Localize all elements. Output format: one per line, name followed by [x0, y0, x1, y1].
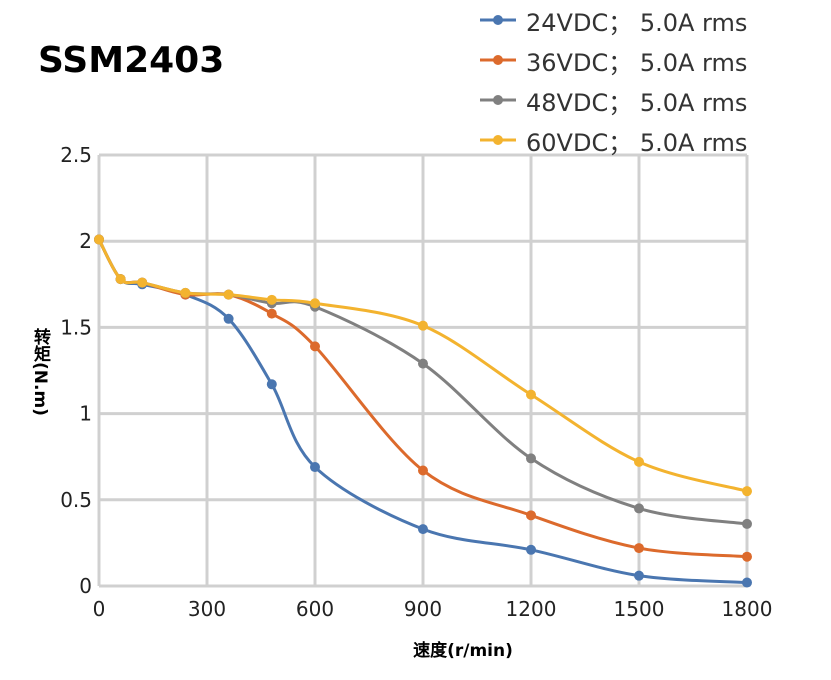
y-tick-label: 0 [79, 574, 92, 598]
chart-title: SSM2403 [38, 40, 225, 81]
data-point [634, 570, 644, 581]
y-tick-label: 1 [79, 402, 92, 426]
data-point [266, 308, 277, 319]
data-point [742, 577, 752, 588]
x-tick-label: 1500 [614, 597, 665, 621]
legend: 24VDC； 5.0A rms 36VDC； 5.0A rms 48VDC； 5.0… [478, 0, 747, 160]
data-point [418, 524, 428, 535]
y-axis-label: 转矩(N.m) [30, 328, 50, 416]
y-tick-label: 1.5 [60, 315, 92, 339]
y-tick-label: 0.5 [60, 488, 92, 512]
data-point [526, 389, 536, 400]
x-tick-label: 1800 [722, 597, 773, 621]
data-point [526, 453, 536, 464]
data-point [742, 518, 752, 529]
legend-label: 24VDC； 5.0A rms [526, 8, 748, 37]
legend-item: 60VDC； 5.0A rms [478, 120, 747, 160]
data-point [634, 543, 644, 554]
data-point [310, 462, 320, 473]
data-point [94, 234, 104, 245]
data-point [223, 289, 234, 300]
legend-label: 36VDC； 5.0A rms [526, 48, 748, 77]
x-tick-label: 600 [296, 597, 334, 621]
x-tick-label: 900 [404, 597, 442, 621]
y-tick-label: 2 [79, 229, 92, 253]
data-point [266, 294, 277, 305]
legend-marker [480, 135, 516, 145]
legend-label: 48VDC； 5.0A rms [526, 88, 748, 117]
legend-marker [480, 95, 516, 105]
data-point [526, 544, 536, 555]
x-axis-label: 速度(r/min) [413, 641, 513, 661]
data-point [526, 510, 536, 521]
data-point [418, 358, 428, 369]
x-tick-label: 1200 [506, 597, 557, 621]
data-point [310, 298, 320, 309]
data-point [742, 551, 752, 562]
data-point [180, 287, 191, 298]
data-point [137, 277, 148, 288]
legend-marker [480, 55, 516, 65]
x-tick-label: 300 [188, 597, 226, 621]
data-point [266, 379, 277, 390]
y-tick-label: 2.5 [60, 143, 92, 167]
data-point [418, 320, 428, 331]
data-point [310, 341, 320, 352]
x-tick-label: 0 [93, 597, 106, 621]
legend-label: 60VDC； 5.0A rms [526, 128, 748, 157]
legend-item: 24VDC； 5.0A rms [478, 0, 747, 40]
data-point [742, 486, 752, 497]
data-point [115, 274, 126, 285]
legend-marker [480, 15, 516, 25]
data-point [223, 313, 234, 324]
data-point [634, 456, 644, 467]
legend-item: 48VDC； 5.0A rms [478, 80, 747, 120]
data-point [634, 503, 644, 514]
data-point [418, 465, 428, 476]
legend-item: 36VDC； 5.0A rms [478, 40, 747, 80]
